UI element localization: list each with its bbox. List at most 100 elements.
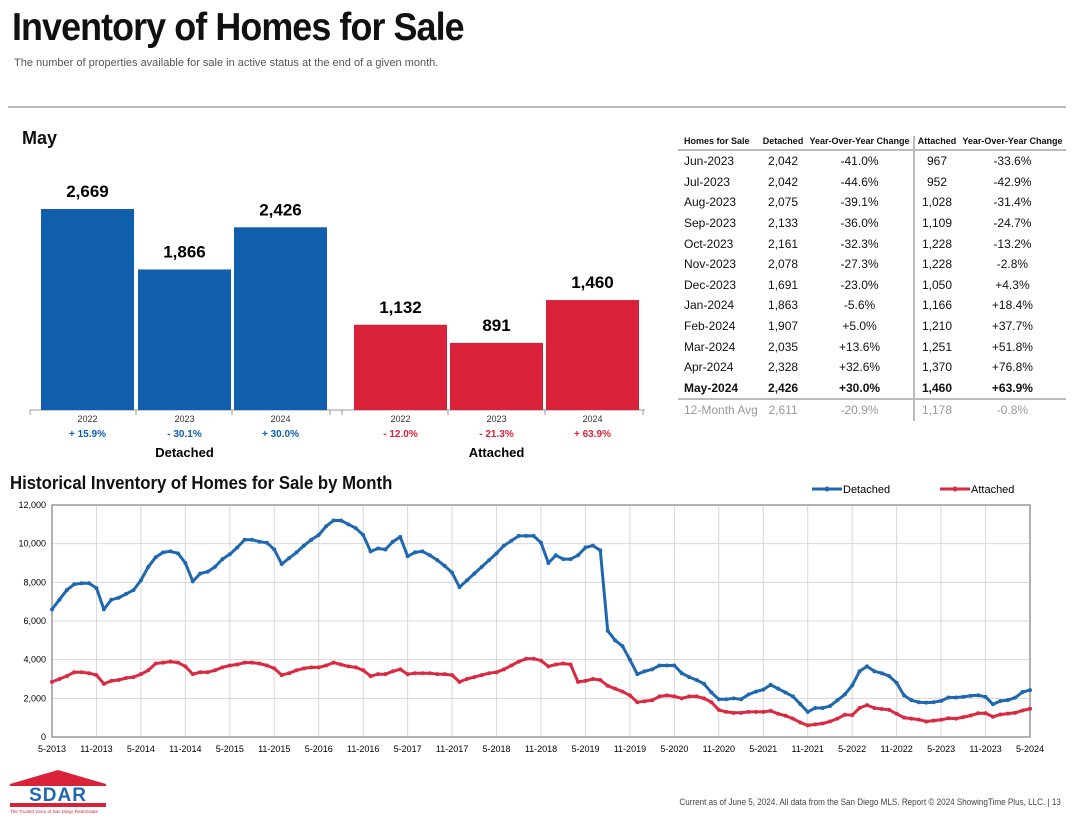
table-cell: 1,050: [921, 277, 952, 292]
data-point-attached: [324, 663, 329, 668]
data-point-detached: [383, 547, 388, 552]
data-point-attached: [724, 709, 729, 714]
data-point-detached: [57, 597, 62, 602]
data-point-detached: [731, 696, 736, 701]
data-point-detached: [161, 550, 166, 555]
data-point-detached: [798, 702, 803, 707]
table-row: Jul-2023 2,042 -44.6% 952 -42.9%: [678, 171, 1066, 193]
data-point-detached: [953, 695, 958, 700]
data-point-detached: [361, 532, 366, 537]
x-tick-label: 5-2020: [660, 744, 688, 754]
data-point-detached: [398, 534, 403, 539]
data-point-attached: [405, 672, 410, 677]
bar-value-label: 1,132: [379, 298, 422, 317]
y-tick-label: 8,000: [23, 577, 46, 587]
data-point-attached: [479, 673, 484, 678]
data-point-detached: [879, 671, 884, 676]
x-tick-label: 11-2020: [703, 744, 735, 754]
table-cell: 2,042: [768, 154, 799, 169]
bar-detached-2024: [234, 227, 327, 410]
data-point-detached: [561, 557, 566, 562]
data-point-attached: [553, 662, 558, 667]
data-point-attached: [872, 706, 877, 710]
data-point-attached: [190, 672, 195, 677]
data-point-attached: [57, 677, 62, 681]
data-point-attached: [939, 717, 944, 722]
data-point-attached: [531, 656, 536, 661]
data-point-detached: [850, 683, 855, 688]
data-point-detached: [724, 697, 729, 702]
data-point-detached: [124, 591, 129, 596]
table-cell: Feb-2024: [684, 319, 736, 334]
data-point-detached: [509, 538, 514, 543]
data-point-attached: [902, 715, 907, 720]
data-point-attached: [487, 671, 492, 676]
data-point-detached: [175, 551, 180, 556]
data-point-detached: [435, 558, 440, 563]
data-point-detached: [346, 522, 351, 527]
change-label: + 30.0%: [262, 429, 299, 440]
year-label: 2023: [486, 414, 506, 424]
data-point-detached: [746, 692, 751, 697]
data-point-detached: [576, 553, 581, 558]
data-point-attached: [309, 665, 314, 670]
data-point-detached: [494, 551, 499, 556]
monthly-table: Homes for Sale Detached Year-Over-Year Cha…: [678, 136, 1066, 421]
data-point-detached: [909, 698, 914, 703]
data-point-attached: [205, 670, 210, 675]
data-point-detached: [257, 539, 262, 544]
x-tick-label: 11-2014: [169, 744, 201, 754]
sdar-logo: SDAR The Trusted Voice of San Diego Real…: [10, 770, 106, 814]
table-cell: -32.3%: [805, 233, 916, 254]
table-cell: 2,042: [768, 174, 799, 189]
data-point-detached: [168, 549, 173, 554]
data-point-attached: [168, 659, 173, 664]
data-point-attached: [457, 679, 462, 684]
table-row: Dec-2023 1,691 -23.0% 1,050 +4.3%: [678, 274, 1066, 296]
x-tick-label: 5-2018: [483, 744, 511, 754]
data-point-attached: [835, 716, 840, 721]
table-row: Jun-2023 2,042 -41.0% 967 -33.6%: [678, 150, 1066, 172]
table-row: Aug-2023 2,075 -39.1% 1,028 -31.4%: [678, 192, 1066, 213]
table-row: 12-Month Avg 2,611 -20.9% 1,178 -0.8%: [678, 398, 1066, 421]
data-point-detached: [205, 569, 210, 574]
data-point-attached: [87, 671, 92, 676]
data-point-attached: [687, 694, 692, 699]
data-point-detached: [72, 582, 77, 587]
data-point-detached: [813, 706, 818, 710]
data-point-attached: [472, 675, 477, 680]
data-point-detached: [598, 548, 603, 553]
may-bar-chart: 2,669 2022 + 15.9% 1,866 2023 - 30.1% 2,426 202…: [29, 182, 645, 460]
table-cell: 1,907: [768, 319, 799, 334]
data-point-detached: [50, 607, 54, 612]
table-cell: -41.0%: [805, 150, 916, 172]
data-point-attached: [642, 699, 647, 704]
data-point-detached: [183, 561, 188, 565]
table-cell: Nov-2023: [684, 257, 737, 272]
data-point-attached: [761, 709, 766, 714]
x-tick-label: 5-2022: [838, 744, 866, 754]
change-label: - 21.3%: [479, 429, 514, 440]
data-point-detached: [1020, 689, 1025, 694]
data-point-attached: [790, 716, 795, 721]
data-point-detached: [87, 581, 92, 586]
data-point-detached: [983, 694, 988, 699]
data-point-attached: [161, 660, 166, 665]
data-point-attached: [627, 693, 632, 698]
data-point-detached: [264, 540, 269, 545]
data-point-detached: [390, 539, 395, 544]
table-cell: 1,109: [921, 216, 952, 231]
data-point-attached: [501, 667, 506, 672]
data-point-detached: [516, 533, 521, 538]
table-cell: +4.3%: [995, 277, 1030, 292]
data-point-detached: [961, 694, 966, 699]
table-cell: -36.0%: [805, 212, 916, 234]
table-cell: +5.0%: [805, 315, 916, 337]
y-tick-label: 0: [41, 732, 46, 742]
data-point-detached: [501, 543, 506, 548]
column-header: Year-Over-Year Change: [958, 136, 1066, 151]
data-point-attached: [672, 694, 677, 699]
data-point-attached: [576, 679, 581, 684]
data-point-attached: [916, 717, 921, 722]
svg-text:SDAR: SDAR: [29, 785, 87, 806]
